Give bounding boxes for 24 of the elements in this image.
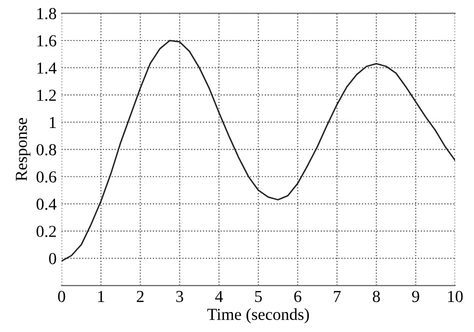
x-tick-label: 0 xyxy=(58,290,66,302)
y-tick-label: 0.6 xyxy=(36,171,56,183)
x-tick-label: 1 xyxy=(98,290,104,302)
y-tick-label: 1 xyxy=(50,116,56,128)
x-axis-title: Time (seconds) xyxy=(207,308,309,324)
x-tick-label: 8 xyxy=(372,290,380,302)
y-tick-label: 1.2 xyxy=(37,90,56,101)
y-axis-title: Response xyxy=(16,118,30,181)
x-tick-label: 6 xyxy=(294,290,302,302)
x-tick-label: 10 xyxy=(448,290,463,302)
x-tick-label: 5 xyxy=(255,291,262,302)
x-tick-label: 7 xyxy=(334,291,341,302)
x-tick-label: 2 xyxy=(136,290,144,302)
y-tick-label: 0 xyxy=(49,252,56,264)
y-tick-label: 1.4 xyxy=(37,62,56,74)
x-tick-label: 4 xyxy=(215,290,223,302)
y-tick-label: 0.8 xyxy=(36,144,56,156)
y-tick-label: 1.6 xyxy=(37,35,56,47)
y-tick-label: 0.2 xyxy=(36,226,56,238)
y-tick-label: 0.4 xyxy=(36,198,56,210)
x-tick-label: 3 xyxy=(176,290,184,302)
y-tick-label: 1.8 xyxy=(37,8,56,20)
line-series xyxy=(62,40,456,262)
x-tick-label: 9 xyxy=(412,290,420,302)
